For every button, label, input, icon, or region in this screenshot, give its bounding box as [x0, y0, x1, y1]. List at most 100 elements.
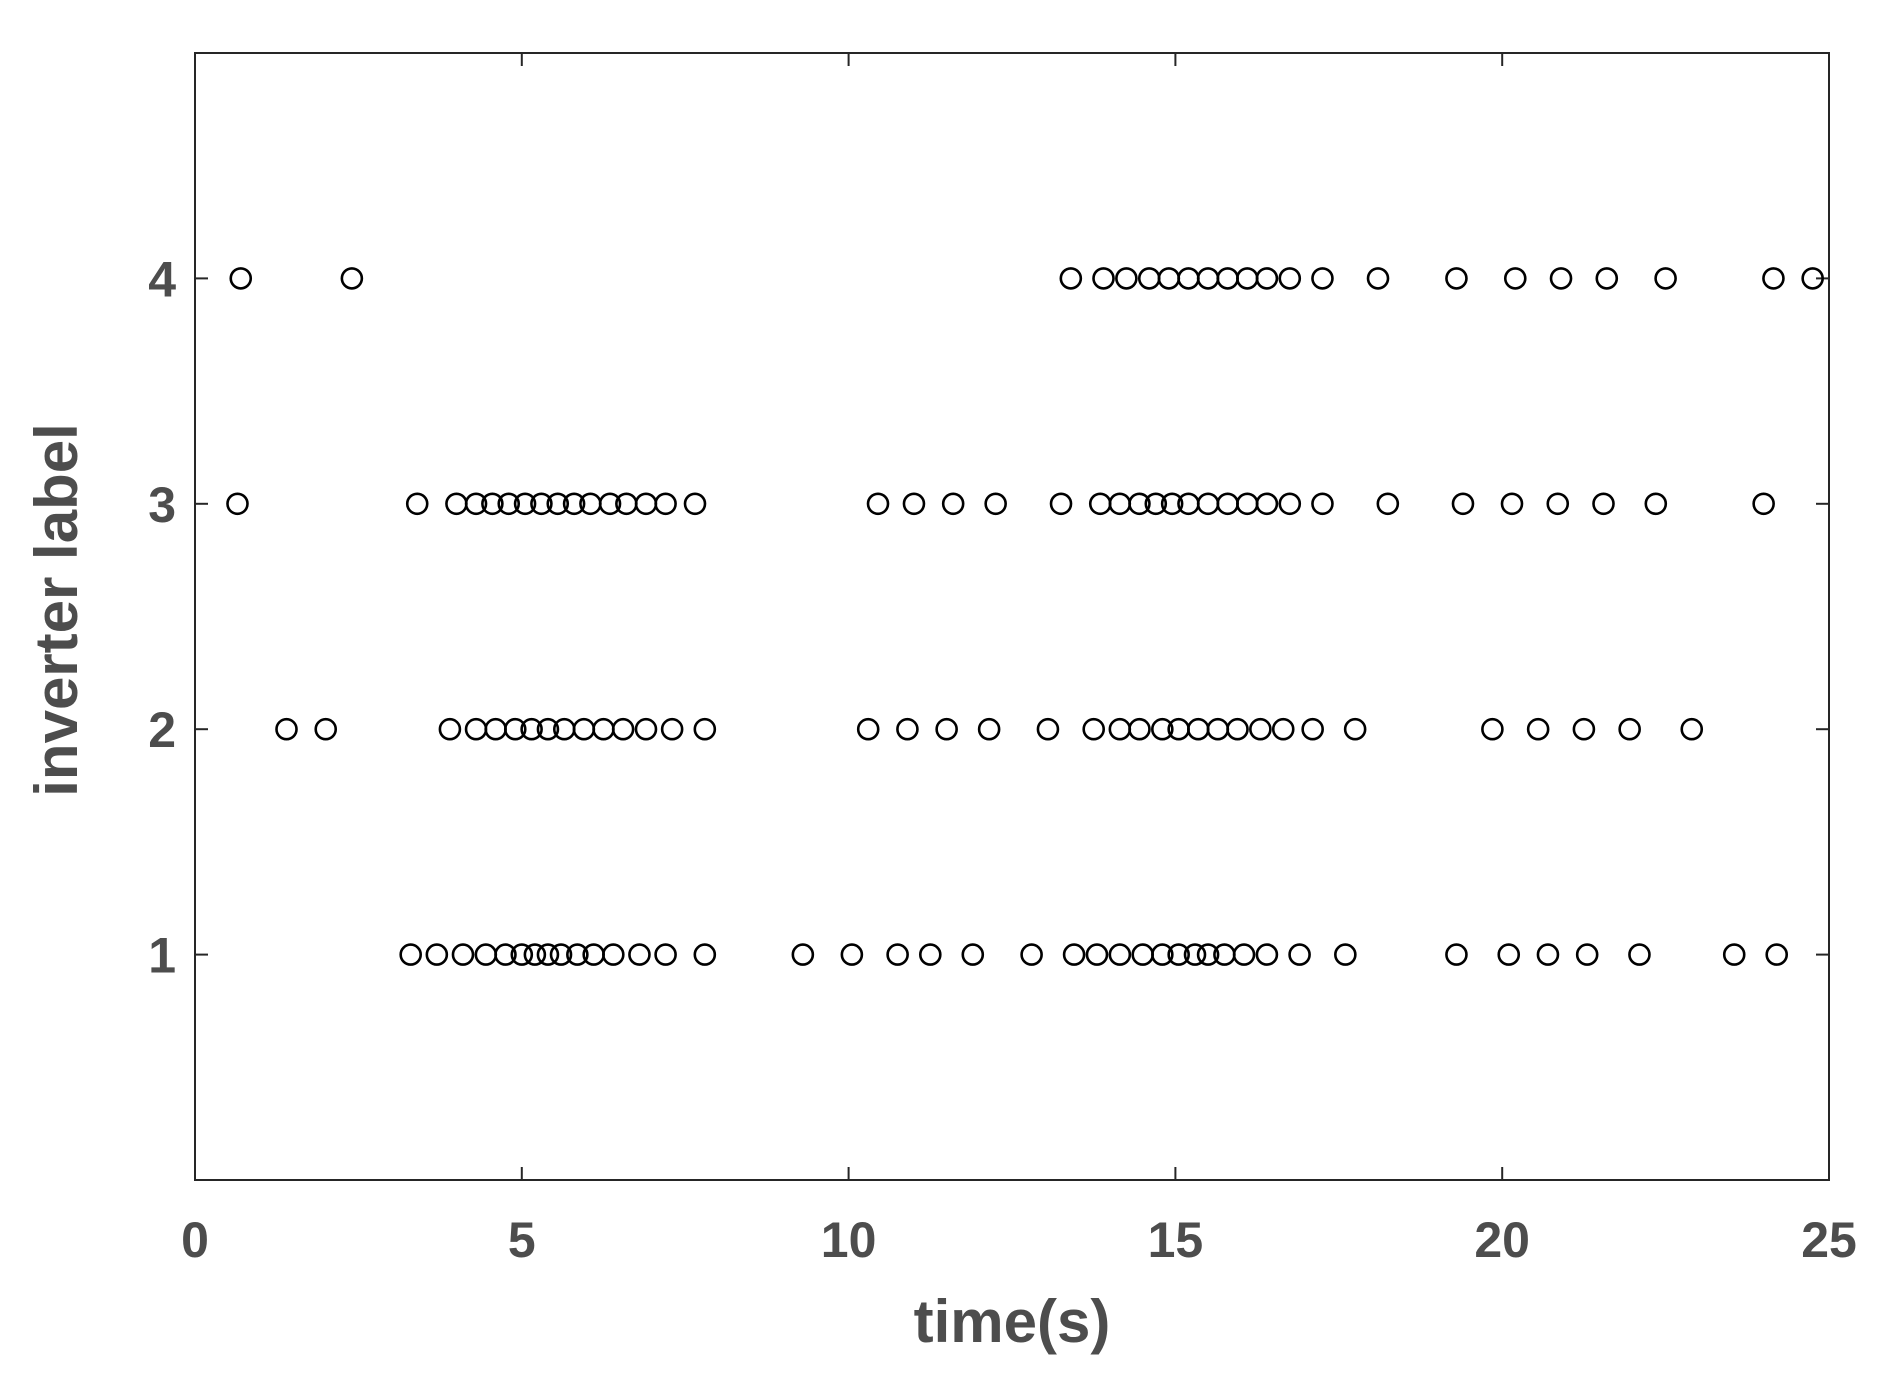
data-point [1644, 492, 1668, 516]
data-point [1186, 717, 1210, 741]
data-point [896, 717, 919, 741]
data-point [961, 943, 985, 966]
y-tick-label: 1 [148, 928, 176, 984]
data-point [1232, 943, 1256, 966]
data-point [1216, 492, 1239, 516]
data-point [314, 717, 338, 741]
data-point [425, 943, 449, 966]
data-point [1088, 492, 1112, 516]
data-point [562, 492, 586, 516]
data-point [1752, 492, 1775, 516]
data-point [1366, 267, 1390, 290]
data-point [1206, 717, 1230, 741]
y-tick-label: 2 [148, 702, 176, 758]
data-point [405, 492, 429, 516]
data-point [1451, 492, 1475, 516]
data-point [935, 717, 958, 741]
data-point [1108, 943, 1132, 966]
data-point [1151, 717, 1174, 741]
data-point [474, 943, 498, 966]
data-point [1183, 943, 1207, 966]
data-point [1177, 267, 1200, 290]
data-point [1445, 267, 1468, 290]
data-point [1526, 717, 1550, 741]
data-point [1765, 943, 1789, 966]
data-point [1128, 492, 1151, 516]
data-point [1108, 492, 1132, 516]
data-point [566, 943, 589, 966]
data-point [464, 717, 488, 741]
x-tick-label: 10 [821, 1212, 877, 1268]
data-point [1536, 943, 1560, 966]
data-point [1628, 943, 1651, 966]
data-point [530, 492, 553, 516]
data-point [1255, 267, 1279, 290]
plot-frame [194, 52, 1830, 1181]
data-point [1334, 943, 1357, 966]
data-point [1115, 267, 1138, 290]
data-point [484, 717, 507, 741]
data-point [941, 492, 965, 516]
data-point [229, 267, 253, 290]
data-point [445, 492, 468, 516]
data-point [1301, 717, 1324, 741]
data-point [1680, 717, 1704, 741]
data-point [683, 492, 707, 516]
x-tick-label: 20 [1474, 1212, 1530, 1268]
data-point [1128, 717, 1151, 741]
data-point [602, 943, 625, 966]
data-point [984, 492, 1007, 516]
data-point [1144, 492, 1168, 516]
data-point [1196, 492, 1220, 516]
x-tick-label: 5 [508, 1212, 536, 1268]
data-point [510, 943, 534, 966]
x-axis-ticks: 0 5 10 15 20 25 [181, 53, 1857, 1268]
data-point [1196, 943, 1220, 966]
data-point [654, 492, 677, 516]
data-point [1049, 492, 1073, 516]
data-point [1500, 492, 1524, 516]
data-point [1271, 717, 1295, 741]
data-point [1445, 943, 1468, 966]
data-point [1762, 267, 1785, 290]
y-axis-label: inverter label [23, 423, 90, 797]
data-point [1575, 943, 1599, 966]
data-point [1157, 267, 1181, 290]
y-tick-label: 3 [148, 477, 176, 533]
data-point [1376, 492, 1400, 516]
data-point [494, 943, 517, 966]
data-point [1801, 267, 1824, 290]
data-point [1549, 267, 1573, 290]
data-markers [226, 267, 1824, 966]
data-point [1497, 943, 1521, 966]
data-point [1618, 717, 1641, 741]
data-point [399, 943, 422, 966]
data-point [536, 943, 560, 966]
data-point [634, 492, 658, 516]
data-point [1062, 943, 1086, 966]
data-point [856, 717, 880, 741]
data-point [977, 717, 1001, 741]
data-point [1278, 492, 1302, 516]
data-point [1255, 943, 1279, 966]
data-point [464, 492, 488, 516]
data-point [1255, 492, 1279, 516]
data-point [1137, 267, 1161, 290]
data-point [592, 717, 615, 741]
data-point [693, 717, 717, 741]
data-point [1311, 267, 1334, 290]
x-axis-label: time(s) [914, 1288, 1111, 1355]
data-point [1059, 267, 1083, 290]
data-point [693, 943, 717, 966]
x-tick-label: 25 [1801, 1212, 1857, 1268]
data-point [1151, 943, 1174, 966]
data-point [1288, 943, 1311, 966]
data-point [611, 717, 635, 741]
data-point [1167, 943, 1190, 966]
data-point [513, 492, 537, 516]
data-point [520, 717, 543, 741]
data-point [1278, 267, 1302, 290]
data-point [1092, 267, 1115, 290]
data-point [536, 717, 560, 741]
data-point [840, 943, 864, 966]
